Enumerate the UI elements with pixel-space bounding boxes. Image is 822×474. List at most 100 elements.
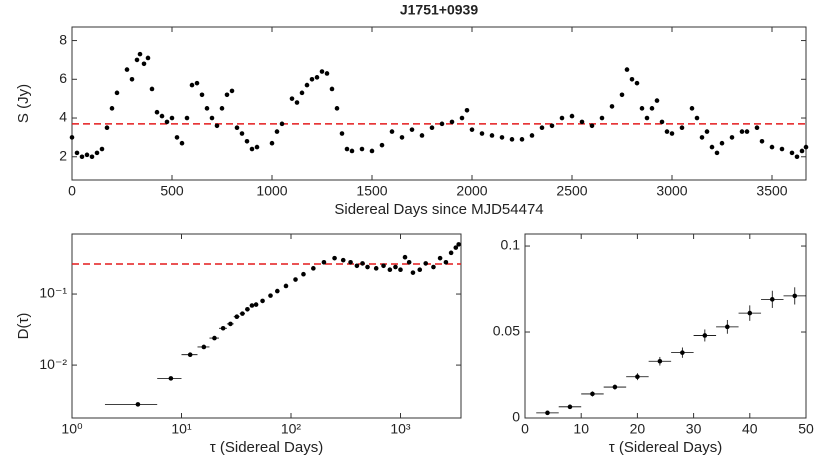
data-point — [373, 266, 379, 271]
y-tick-label: 10⁻² — [39, 356, 67, 372]
data-point — [469, 127, 475, 132]
data-point — [168, 376, 174, 381]
x-tick-label: 2000 — [456, 183, 487, 199]
data-point — [349, 148, 355, 154]
data-point — [114, 90, 120, 96]
data-point — [89, 154, 95, 160]
data-point — [74, 150, 80, 156]
data-point — [219, 106, 225, 111]
chart-title: J1751+0939 — [400, 2, 478, 18]
data-point — [629, 76, 635, 82]
y-tick-label: 10⁻¹ — [39, 285, 67, 301]
data-point — [398, 267, 403, 273]
data-point — [179, 140, 185, 146]
data-point — [437, 255, 443, 261]
data-point — [187, 352, 193, 358]
data-point — [289, 96, 295, 101]
data-point — [590, 391, 595, 397]
x-tick-label: 40 — [742, 421, 758, 437]
x-axis-label: Sidereal Days since MJD54474 — [334, 201, 543, 218]
data-point — [754, 125, 760, 131]
data-point — [635, 374, 640, 380]
data-point — [759, 138, 765, 144]
data-point — [479, 131, 485, 136]
data-point — [439, 121, 445, 127]
x-tick-label: 10¹ — [171, 421, 192, 437]
data-point — [689, 106, 695, 111]
data-point — [309, 76, 315, 82]
data-point — [381, 263, 386, 269]
data-point — [499, 135, 505, 140]
data-point — [489, 133, 495, 138]
data-point — [359, 146, 365, 152]
data-point — [332, 255, 337, 261]
x-tick-label: 10⁰ — [61, 421, 83, 437]
data-point — [339, 131, 345, 136]
data-point — [69, 135, 75, 140]
data-point — [334, 106, 340, 111]
data-point — [659, 119, 665, 125]
data-point — [702, 333, 708, 338]
y-axis-label: D(τ) — [15, 313, 32, 340]
data-point — [109, 106, 115, 111]
data-point — [423, 261, 429, 266]
data-point — [794, 154, 800, 160]
x-tick-label: 3000 — [656, 183, 687, 199]
data-point — [104, 125, 110, 131]
data-point — [189, 82, 195, 88]
data-point — [301, 271, 306, 277]
data-point — [664, 129, 670, 134]
data-point — [644, 115, 650, 121]
data-point — [204, 106, 210, 111]
data-point — [680, 350, 685, 355]
data-point — [799, 148, 805, 154]
data-point — [311, 266, 316, 271]
data-point — [360, 261, 365, 266]
data-point — [141, 61, 147, 67]
data-point — [348, 259, 353, 265]
data-point — [509, 137, 515, 142]
data-point — [240, 311, 245, 316]
data-point — [79, 154, 85, 160]
data-point — [389, 129, 395, 134]
data-point — [260, 298, 265, 304]
y-tick-label: 6 — [59, 70, 67, 86]
data-point — [779, 146, 785, 152]
data-point — [154, 109, 160, 115]
data-point — [159, 113, 165, 119]
data-point — [431, 264, 436, 270]
data-point — [253, 302, 259, 307]
data-point — [409, 127, 415, 132]
x-tick-label: 3500 — [756, 183, 787, 199]
data-point — [149, 86, 155, 92]
x-tick-label: 0 — [68, 183, 76, 199]
data-point — [443, 259, 449, 265]
axes-box — [524, 233, 807, 419]
data-point — [299, 90, 305, 96]
data-point — [220, 325, 226, 331]
x-tick-label: 20 — [630, 421, 646, 437]
data-point — [464, 107, 470, 113]
data-point — [589, 123, 595, 129]
data-point — [679, 125, 685, 131]
data-point — [545, 410, 550, 416]
x-tick-label: 50 — [798, 421, 814, 437]
data-point — [747, 310, 753, 316]
data-point — [709, 144, 715, 150]
data-point — [169, 115, 175, 121]
data-point — [719, 140, 725, 146]
y-tick-label: 0.1 — [501, 237, 521, 253]
data-point — [134, 57, 140, 63]
data-point — [399, 135, 405, 140]
data-point — [344, 146, 350, 152]
data-point — [249, 303, 255, 308]
data-point — [84, 152, 90, 158]
data-point — [254, 144, 260, 150]
data-point — [657, 358, 663, 364]
x-axis-label: τ (Sidereal Days) — [609, 439, 722, 456]
data-point — [214, 123, 220, 129]
data-point — [137, 51, 143, 57]
x-tick-label: 1500 — [356, 183, 387, 199]
data-point — [229, 88, 235, 94]
x-tick-label: 0 — [521, 421, 529, 437]
